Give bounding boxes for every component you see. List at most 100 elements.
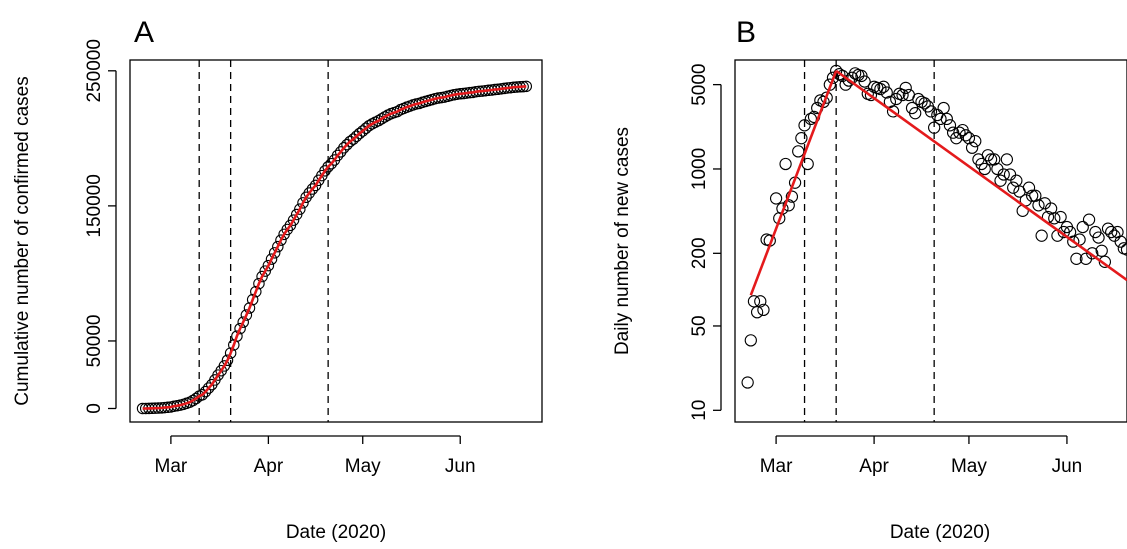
b-data-point xyxy=(994,174,1007,187)
b-data-point xyxy=(909,107,922,120)
a-data-point xyxy=(294,203,306,215)
a-data-point xyxy=(243,302,256,314)
a-data-point xyxy=(224,347,237,359)
b-data-point xyxy=(754,295,767,308)
a-data-point xyxy=(231,330,243,342)
b-data-point xyxy=(1092,231,1105,244)
b-data-point xyxy=(782,199,795,212)
b-data-point xyxy=(1098,255,1112,268)
a-data-point xyxy=(281,223,294,236)
a-data-point xyxy=(297,197,309,209)
panel-a-label: A xyxy=(134,16,154,49)
b-data-point xyxy=(937,101,950,115)
a-data-point xyxy=(199,385,212,398)
b-data-point xyxy=(779,157,792,171)
a-y-tick-label: 250000 xyxy=(84,39,105,102)
b-data-point xyxy=(959,129,972,142)
a-data-point xyxy=(319,165,331,177)
a-data-point xyxy=(250,285,262,298)
b-data-point xyxy=(1032,199,1045,212)
a-data-point xyxy=(190,392,202,405)
b-data-point xyxy=(798,119,811,132)
a-data-point xyxy=(272,240,284,253)
b-x-tick-label: Mar xyxy=(760,456,793,477)
a-fit-line xyxy=(142,85,527,410)
a-data-point xyxy=(338,142,350,154)
b-y-tick-label: 10 xyxy=(689,400,710,421)
a-x-tick-label: Jun xyxy=(445,456,476,477)
a-x-tick-label: Mar xyxy=(155,456,188,477)
b-x-tick-label: Jun xyxy=(1052,456,1083,477)
b-data-point xyxy=(1095,244,1108,257)
b-data-point xyxy=(769,192,783,205)
b-data-point xyxy=(1070,252,1083,265)
a-data-point xyxy=(363,119,375,132)
b-data-point xyxy=(984,153,998,166)
a-data-point xyxy=(253,277,265,290)
b-data-point xyxy=(1076,220,1089,234)
panel-b-y-axis-title: Daily number of new cases xyxy=(612,127,633,355)
b-data-point xyxy=(896,88,909,102)
b-data-point xyxy=(918,97,931,110)
a-data-point xyxy=(325,157,338,170)
b-data-point xyxy=(864,88,878,102)
a-data-point xyxy=(275,234,287,246)
b-data-point xyxy=(842,74,855,87)
a-data-point xyxy=(375,113,388,125)
panel-a-y-axis-title: Cumulative number of confirmed cases xyxy=(12,76,33,405)
a-data-point xyxy=(187,394,199,407)
b-data-point xyxy=(744,334,757,347)
b-y-tick-label: 200 xyxy=(689,237,710,269)
a-data-point xyxy=(372,115,385,127)
b-data-point xyxy=(1048,212,1061,225)
a-data-point xyxy=(391,105,404,118)
b-data-point xyxy=(741,376,754,389)
a-data-point xyxy=(306,183,319,195)
panel-b-label: B xyxy=(736,16,756,49)
b-y-tick-label: 5000 xyxy=(689,63,710,105)
b-data-point xyxy=(943,119,957,132)
b-data-point xyxy=(1067,235,1080,248)
b-data-point xyxy=(1120,243,1127,256)
b-data-point xyxy=(1000,153,1014,166)
a-data-point xyxy=(360,122,372,135)
b-data-point xyxy=(750,306,764,319)
a-data-point xyxy=(234,322,246,335)
b-data-point xyxy=(1114,235,1127,248)
b-data-point xyxy=(848,67,862,80)
b-data-point xyxy=(899,81,912,95)
a-data-point xyxy=(196,389,209,401)
b-data-point xyxy=(795,132,808,145)
panel-b-plot-frame xyxy=(734,59,1127,423)
b-data-point xyxy=(757,303,770,317)
b-data-point xyxy=(928,121,941,134)
a-data-point xyxy=(303,187,316,199)
b-data-point xyxy=(1086,247,1099,260)
b-data-point xyxy=(953,126,966,139)
b-data-point xyxy=(924,105,938,118)
a-y-tick-label: 0 xyxy=(84,403,105,414)
b-data-point xyxy=(934,112,947,126)
a-data-point xyxy=(268,247,281,259)
a-data-point xyxy=(322,160,334,173)
b-data-point xyxy=(801,157,814,171)
a-data-point xyxy=(246,293,259,306)
b-data-point xyxy=(1022,181,1036,194)
b-data-point xyxy=(997,168,1010,181)
a-data-point xyxy=(259,265,271,277)
b-fit-segment-0 xyxy=(749,70,838,296)
b-data-point xyxy=(981,149,995,162)
a-y-tick-label: 150000 xyxy=(84,174,105,237)
b-data-point xyxy=(1054,210,1067,224)
b-x-tick-label: Apr xyxy=(859,456,889,477)
a-y-tick-label: 50000 xyxy=(84,315,105,368)
b-data-point xyxy=(1026,189,1039,202)
b-data-point xyxy=(1010,174,1023,187)
b-fit-segment-1 xyxy=(835,69,1127,282)
b-data-point xyxy=(1082,213,1096,226)
panel-a-chart: A Mar Apr May Jun 0 50000 150000 250000 Date (… xyxy=(12,16,543,543)
b-data-point xyxy=(1007,181,1020,194)
b-data-point xyxy=(886,105,900,118)
panel-a-x-axis-title: Date (2020) xyxy=(286,522,386,543)
